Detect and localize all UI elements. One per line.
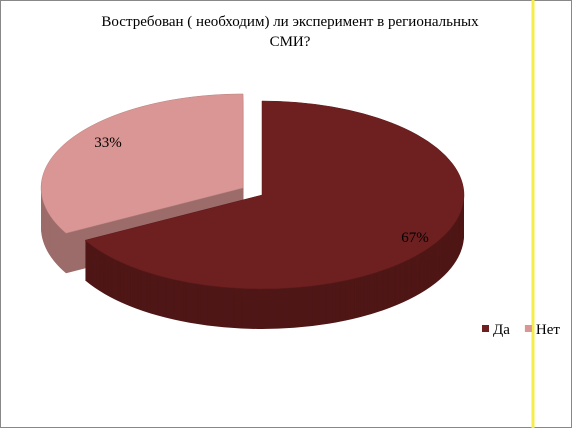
slice xyxy=(84,100,465,290)
legend-swatch xyxy=(482,325,489,332)
legend-label: Да xyxy=(493,322,510,338)
chart-title: Востребован ( необходим) ли эксперимент … xyxy=(101,14,479,50)
data-label: 67% xyxy=(401,230,429,246)
slice xyxy=(40,93,244,234)
legend-label: Нет xyxy=(536,322,560,338)
legend-swatch xyxy=(524,325,532,332)
data-label: 33% xyxy=(94,135,122,151)
